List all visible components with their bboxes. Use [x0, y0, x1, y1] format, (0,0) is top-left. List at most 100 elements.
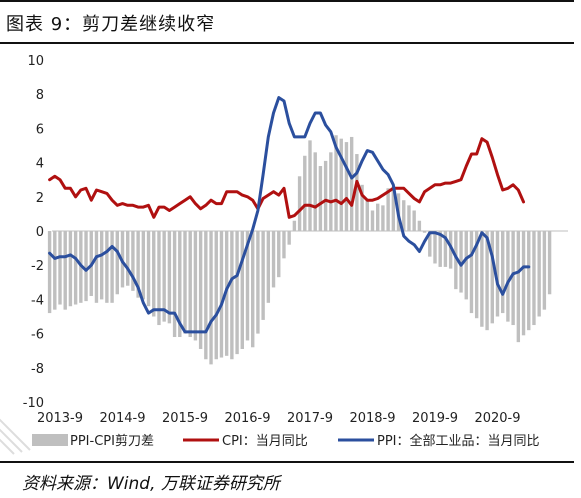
spread-bar [334, 135, 338, 231]
spread-bar [162, 231, 166, 322]
watermark-stripes [0, 418, 31, 455]
y-tick-label: -10 [23, 396, 44, 411]
spread-bar [94, 231, 99, 303]
spread-bar [63, 231, 67, 310]
spread-bar [485, 231, 489, 331]
spread-bar [99, 231, 104, 300]
spread-bar [68, 231, 73, 307]
spread-bar [506, 231, 510, 322]
spread-bar [235, 231, 239, 355]
spread-bar [271, 231, 276, 288]
source-bar: 资料来源：Wind, 万联证券研究所 [0, 461, 574, 498]
spread-bar [521, 231, 526, 336]
spread-bar [386, 188, 390, 231]
spread-bar [365, 200, 369, 231]
y-tick-label: 4 [36, 157, 44, 172]
spread-bar [480, 231, 484, 327]
spread-bar [412, 210, 416, 231]
spread-bar [490, 231, 494, 324]
spread-bar [428, 231, 432, 257]
spread-bar [214, 231, 218, 360]
spread-bar [230, 231, 234, 360]
source-note: 资料来源：Wind, 万联证券研究所 [22, 474, 280, 494]
legend-label-spread: PPI-CPI剪刀差 [70, 433, 154, 449]
spread-bar [245, 231, 250, 341]
spread-bar [219, 231, 224, 358]
x-tick-label: 2018-9 [349, 411, 395, 426]
spread-bar [204, 231, 208, 360]
spread-bar [370, 210, 375, 231]
spread-bar [433, 231, 437, 264]
spread-bar [240, 231, 244, 349]
spread-bar [251, 231, 255, 348]
x-tick-label: 2013-9 [37, 411, 83, 426]
spread-bar [47, 231, 52, 314]
spread-bar [339, 138, 343, 231]
spread-bar [297, 176, 302, 231]
spread-bar [537, 231, 541, 317]
x-tick-label: 2015-9 [162, 411, 208, 426]
spread-bar [110, 231, 114, 303]
spread-bar [152, 231, 156, 317]
spread-bar [464, 231, 468, 300]
y-tick-label: 6 [36, 122, 44, 137]
spread-bar [355, 154, 359, 231]
spread-bar [292, 220, 297, 231]
spread-bar [501, 231, 505, 314]
spread-bar [287, 231, 291, 245]
y-tick-label: 2 [36, 191, 44, 206]
spread-bar [58, 231, 62, 305]
spread-bar [193, 231, 198, 341]
spread-bar [167, 231, 172, 324]
spread-bar [349, 136, 354, 231]
spread-bar [53, 231, 57, 310]
y-tick-label: 0 [36, 225, 44, 240]
y-tick-label: -2 [31, 259, 44, 274]
spread-bar [542, 231, 547, 310]
spread-bar [308, 140, 312, 231]
spread-bar [84, 231, 88, 302]
title-bar: 图表 9：剪刀差继续收窄 [0, 0, 574, 44]
legend-label-ppi: PPI：全部工业品：当月同比 [377, 433, 540, 449]
spread-bar [402, 200, 406, 231]
spread-bar [469, 231, 474, 314]
ppi-line [48, 96, 531, 334]
y-tick-label: -4 [31, 293, 44, 308]
spread-bar [183, 231, 187, 334]
spread-bar [360, 184, 364, 231]
x-tick-label: 2014-9 [99, 411, 145, 426]
spread-bar [323, 160, 328, 231]
spread-bar [532, 231, 536, 326]
spread-bar [474, 231, 479, 319]
spread-bar [313, 152, 317, 231]
spread-bar [391, 186, 396, 231]
spread-bar [178, 231, 182, 338]
x-tick-label: 2019-9 [412, 411, 458, 426]
spread-bar [547, 231, 552, 295]
spread-bar [126, 231, 130, 286]
spread-bar [318, 166, 323, 231]
spread-bar [157, 231, 161, 326]
y-tick-label: -6 [31, 328, 44, 343]
spread-bar [344, 142, 349, 231]
y-tick-label: 10 [27, 54, 44, 69]
spread-bar [198, 231, 203, 349]
spread-bar [209, 231, 213, 365]
spread-bar [172, 231, 177, 338]
spread-bar [115, 231, 119, 295]
spread-bar [376, 203, 380, 231]
spread-bar [136, 231, 140, 298]
spread-bar [454, 231, 458, 290]
spread-bar [73, 231, 78, 305]
y-tick-label: 8 [36, 88, 44, 103]
spread-bar [417, 220, 422, 231]
spread-bar [407, 205, 411, 231]
spread-bar [381, 205, 385, 231]
x-tick-label: 2020-9 [474, 411, 520, 426]
spread-bar [277, 231, 281, 278]
spread-bar [422, 231, 427, 233]
spread-bar [282, 231, 286, 259]
spread-bar [527, 231, 531, 331]
spread-bar [261, 231, 265, 320]
